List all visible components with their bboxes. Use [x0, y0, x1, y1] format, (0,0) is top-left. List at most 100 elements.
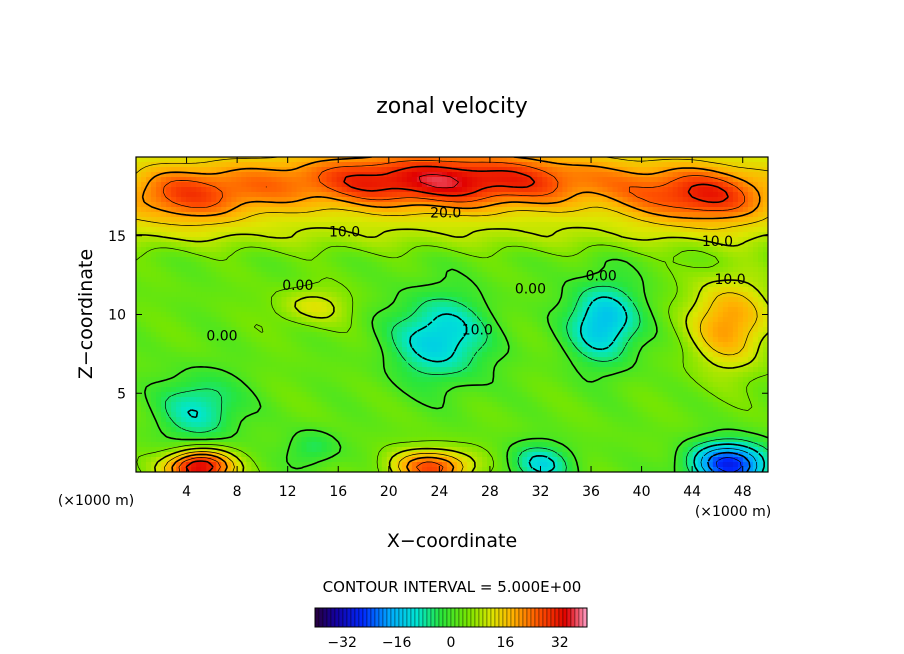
heat-cell [677, 177, 684, 183]
heat-cell [667, 192, 674, 198]
heat-cell [231, 202, 237, 208]
heat-cell [597, 202, 604, 208]
heat-cell [346, 262, 353, 268]
heat-cell [151, 217, 157, 223]
heat-cell [472, 242, 478, 248]
heat-cell [517, 252, 523, 258]
heat-cell [386, 212, 393, 218]
heat-cell [191, 322, 197, 328]
heat-cell [752, 282, 759, 288]
heat-cell [692, 262, 699, 268]
heat-cell [331, 262, 338, 268]
heat-cell [341, 217, 348, 223]
heat-cell [181, 262, 187, 268]
heat-cell [206, 342, 212, 348]
heat-cell [457, 312, 463, 318]
heat-cell [507, 167, 513, 173]
heat-cell [396, 282, 403, 288]
heat-cell [351, 302, 358, 308]
heat-cell [401, 192, 408, 198]
heat-cell [356, 242, 363, 248]
heat-cell [552, 307, 558, 313]
heat-cell [366, 267, 373, 273]
heat-cell [657, 332, 664, 338]
heat-cell [702, 307, 709, 313]
heat-cell [662, 257, 669, 263]
heat-cell [477, 292, 483, 298]
heat-cell [577, 332, 584, 338]
heat-cell [366, 262, 373, 268]
heat-cell [532, 262, 538, 268]
heat-cell [406, 207, 413, 213]
heat-cell [722, 312, 729, 318]
heat-cell [401, 292, 408, 298]
heat-cell [762, 187, 768, 193]
heat-cell [441, 352, 448, 358]
heat-cell [226, 182, 232, 188]
heat-cell [261, 177, 268, 183]
heat-cell [697, 297, 704, 303]
heat-cell [291, 197, 298, 203]
heat-cell [747, 217, 754, 223]
heat-cell [351, 192, 358, 198]
heat-cell [487, 282, 493, 288]
heat-cell [462, 187, 468, 193]
heat-cell [166, 252, 172, 258]
heat-cell [547, 247, 553, 253]
heat-cell [547, 272, 553, 278]
heat-cell [482, 267, 488, 273]
heat-cell [436, 342, 443, 348]
heat-cell [411, 307, 418, 313]
heat-cell [452, 252, 458, 258]
heat-cell [557, 277, 563, 283]
heat-cell [507, 292, 513, 298]
heat-cell [567, 287, 573, 293]
heat-cell [732, 262, 739, 268]
heat-cell [452, 287, 458, 293]
heat-cell [637, 312, 644, 318]
heat-cell [326, 352, 333, 358]
heat-cell [602, 187, 609, 193]
heat-cell [196, 192, 202, 198]
heat-cell [547, 207, 553, 213]
heat-cell [697, 277, 704, 283]
heat-cell [757, 192, 764, 198]
heat-cell [612, 272, 619, 278]
heat-cell [517, 282, 523, 288]
heat-cell [572, 222, 578, 228]
heat-cell [421, 267, 428, 273]
heat-cell [707, 302, 714, 308]
heat-cell [677, 252, 684, 258]
heat-cell [722, 257, 729, 263]
heat-cell [747, 172, 754, 178]
heat-cell [452, 167, 458, 173]
heat-cell [241, 177, 247, 183]
heat-cell [246, 197, 252, 203]
heat-cell [196, 227, 202, 233]
heat-cell [547, 202, 553, 208]
heat-cell [281, 267, 288, 273]
heat-cell [657, 302, 664, 308]
heat-cell [537, 322, 543, 328]
heat-cell [326, 212, 333, 218]
heat-cell [507, 282, 513, 288]
heat-cell [246, 327, 252, 333]
heat-cell [266, 287, 273, 293]
heat-cell [146, 292, 152, 298]
heat-cell [527, 197, 533, 203]
heat-cell [757, 307, 764, 313]
heat-cell [221, 297, 227, 303]
heat-cell [512, 242, 518, 248]
heat-cell [271, 332, 278, 338]
heat-cell [512, 162, 518, 168]
heat-cell [266, 277, 273, 283]
heat-cell [457, 347, 463, 353]
heat-cell [707, 227, 714, 233]
heat-cell [752, 222, 759, 228]
heat-cell [522, 207, 528, 213]
heat-cell [351, 342, 358, 348]
heat-cell [577, 297, 584, 303]
heat-cell [241, 327, 247, 333]
heat-cell [291, 242, 298, 248]
heat-cell [221, 262, 227, 268]
